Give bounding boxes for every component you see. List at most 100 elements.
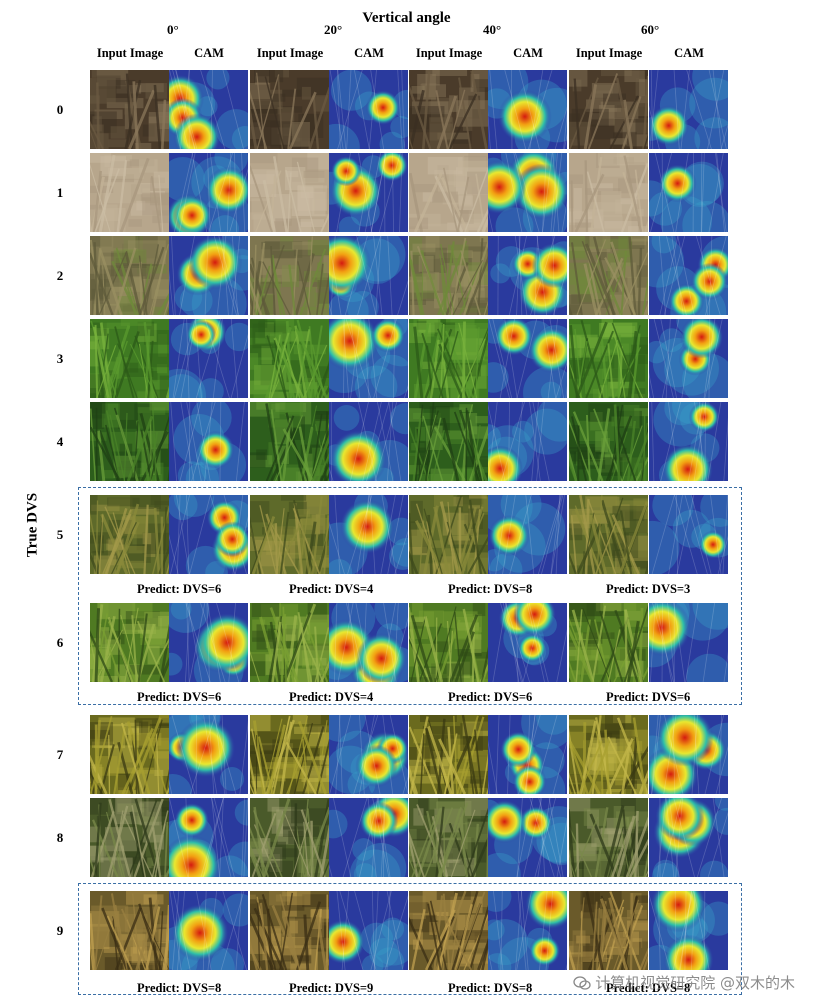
- input-image-row-6-col-2: [409, 603, 488, 682]
- cam-heatmap-row-7-col-3: [649, 715, 728, 794]
- prediction-row-9-angle-0: Predict: DVS=8: [137, 981, 222, 995]
- cam-heatmap-row-9-col-2: [488, 891, 567, 970]
- cam-heatmap-row-7-col-2: [488, 715, 567, 794]
- cam-heatmap-row-5-col-0: [169, 495, 248, 574]
- prediction-row-6-angle-0: Predict: DVS=6: [137, 690, 222, 704]
- col-header-cam-20: CAM: [354, 46, 384, 60]
- highlight-box-row-9: [78, 883, 742, 995]
- col-header-input-60: Input Image: [575, 46, 643, 60]
- input-image-row-6-col-1: [250, 603, 329, 682]
- prediction-row-9-angle-3: Predict: DVS=8: [606, 981, 691, 995]
- input-image-row-8-col-1: [250, 798, 329, 877]
- input-image-row-5-col-2: [409, 495, 488, 574]
- cam-heatmap-row-7-col-1: [329, 715, 408, 794]
- input-image-row-7-col-0: [90, 715, 169, 794]
- cam-heatmap-row-6-col-1: [329, 603, 408, 682]
- input-image-row-5-col-3: [569, 495, 648, 574]
- row-label-dvs-0: 0: [56, 102, 64, 117]
- input-image-row-2-col-0: [90, 236, 169, 315]
- input-image-row-5-col-1: [250, 495, 329, 574]
- cam-heatmap-row-2-col-0: [169, 236, 248, 315]
- prediction-row-5-angle-3: Predict: DVS=3: [606, 582, 691, 596]
- row-label-dvs-9: 9: [56, 923, 64, 938]
- col-header-input-40: Input Image: [415, 46, 483, 60]
- col-header-input-0: Input Image: [96, 46, 164, 60]
- cam-heatmap-row-4-col-2: [488, 402, 567, 481]
- input-image-row-3-col-3: [569, 319, 648, 398]
- cam-heatmap-row-0-col-3: [649, 70, 728, 149]
- cam-heatmap-row-3-col-1: [329, 319, 408, 398]
- input-image-row-2-col-1: [250, 236, 329, 315]
- input-image-row-7-col-2: [409, 715, 488, 794]
- prediction-row-6-angle-2: Predict: DVS=6: [448, 690, 533, 704]
- cam-heatmap-row-6-col-0: [169, 603, 248, 682]
- input-image-row-1-col-0: [90, 153, 169, 232]
- col-header-cam-0: CAM: [194, 46, 224, 60]
- input-image-row-8-col-3: [569, 798, 648, 877]
- cam-heatmap-row-3-col-3: [649, 319, 728, 398]
- input-image-row-8-col-0: [90, 798, 169, 877]
- cam-heatmap-row-3-col-2: [488, 319, 567, 398]
- row-label-dvs-2: 2: [56, 268, 64, 283]
- cam-heatmap-row-2-col-2: [488, 236, 567, 315]
- input-image-row-5-col-0: [90, 495, 169, 574]
- prediction-row-9-angle-1: Predict: DVS=9: [289, 981, 374, 995]
- prediction-row-5-angle-0: Predict: DVS=6: [137, 582, 222, 596]
- cam-heatmap-row-2-col-3: [649, 236, 728, 315]
- angle-0: 0°: [167, 22, 179, 37]
- wechat-icon: [573, 976, 591, 990]
- cam-heatmap-row-8-col-3: [649, 798, 728, 877]
- input-image-row-7-col-1: [250, 715, 329, 794]
- cam-heatmap-row-6-col-3: [649, 603, 728, 682]
- input-image-row-0-col-3: [569, 70, 648, 149]
- input-image-row-9-col-1: [250, 891, 329, 970]
- row-label-dvs-1: 1: [56, 185, 64, 200]
- prediction-row-5-angle-2: Predict: DVS=8: [448, 582, 533, 596]
- cam-heatmap-row-0-col-1: [329, 70, 408, 149]
- prediction-row-9-angle-2: Predict: DVS=8: [448, 981, 533, 995]
- cam-heatmap-row-3-col-0: [169, 319, 248, 398]
- cam-heatmap-row-4-col-1: [329, 402, 408, 481]
- y-axis-label: True DVS: [24, 492, 41, 558]
- row-label-dvs-4: 4: [56, 434, 64, 449]
- input-image-row-0-col-0: [90, 70, 169, 149]
- prediction-row-6-angle-1: Predict: DVS=4: [289, 690, 374, 704]
- cam-heatmap-row-2-col-1: [329, 236, 408, 315]
- cam-heatmap-row-1-col-2: [488, 153, 567, 232]
- input-image-row-0-col-1: [250, 70, 329, 149]
- cam-heatmap-row-8-col-0: [169, 798, 248, 877]
- input-image-row-4-col-3: [569, 402, 648, 481]
- input-image-row-6-col-0: [90, 603, 169, 682]
- cam-heatmap-row-1-col-0: [169, 153, 248, 232]
- input-image-row-8-col-2: [409, 798, 488, 877]
- cam-heatmap-row-1-col-1: [329, 153, 408, 232]
- row-label-dvs-3: 3: [56, 351, 64, 366]
- row-label-dvs-8: 8: [56, 830, 64, 845]
- cam-heatmap-row-5-col-2: [488, 495, 567, 574]
- input-image-row-3-col-1: [250, 319, 329, 398]
- input-image-row-9-col-3: [569, 891, 648, 970]
- cam-heatmap-row-5-col-3: [649, 495, 728, 574]
- input-image-row-2-col-3: [569, 236, 648, 315]
- cam-heatmap-row-9-col-3: [649, 891, 728, 970]
- input-image-row-3-col-0: [90, 319, 169, 398]
- row-label-dvs-7: 7: [56, 747, 64, 762]
- highlight-box-rows-5-6: [78, 487, 742, 705]
- watermark-text: 计算机视觉研究院 @双木的木: [595, 974, 795, 992]
- input-image-row-1-col-3: [569, 153, 648, 232]
- prediction-row-5-angle-1: Predict: DVS=4: [289, 582, 374, 596]
- col-header-input-20: Input Image: [256, 46, 324, 60]
- cam-heatmap-row-4-col-3: [649, 402, 728, 481]
- input-image-row-9-col-2: [409, 891, 488, 970]
- input-image-row-1-col-1: [250, 153, 329, 232]
- angle-20: 20°: [324, 22, 343, 37]
- cam-heatmap-row-8-col-1: [329, 798, 408, 877]
- angle-60: 60°: [641, 22, 660, 37]
- input-image-row-4-col-0: [90, 402, 169, 481]
- input-image-row-4-col-1: [250, 402, 329, 481]
- input-image-row-7-col-3: [569, 715, 648, 794]
- row-label-dvs-5: 5: [56, 527, 64, 542]
- cam-heatmap-row-0-col-2: [488, 70, 567, 149]
- cam-heatmap-row-7-col-0: [169, 715, 248, 794]
- figure-title: Vertical angle: [362, 10, 451, 26]
